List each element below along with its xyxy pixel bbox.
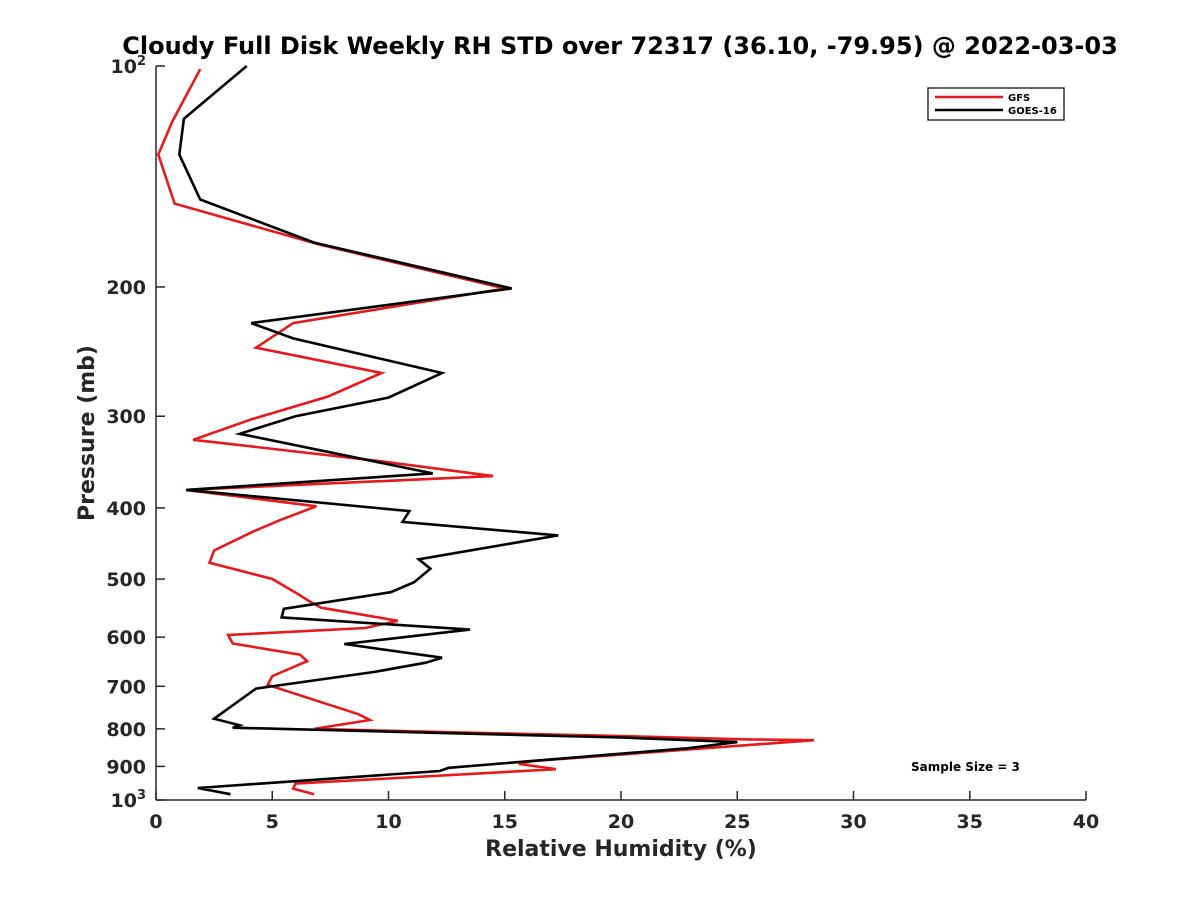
- x-tick-label: 40: [1073, 811, 1099, 833]
- y-tick-label: 800: [106, 719, 146, 741]
- y-tick-base: 10: [111, 790, 137, 812]
- y-tick-base: 10: [111, 56, 137, 78]
- legend-label-gfs: GFS: [1008, 93, 1030, 104]
- x-tick-label: 10: [375, 811, 401, 833]
- x-axis-ticks: 0 5 10 15 20 25 30 35 40: [149, 791, 1099, 833]
- x-tick-label: 5: [266, 811, 279, 833]
- y-axis-label: Pressure (mb): [75, 345, 100, 521]
- x-tick-label: 30: [840, 811, 866, 833]
- series-layer: [156, 65, 815, 796]
- y-tick-label: 400: [106, 498, 146, 520]
- y-tick-label: 103: [111, 788, 147, 812]
- y-tick-label: 500: [106, 569, 146, 591]
- y-tick-exponent: 3: [137, 788, 146, 803]
- x-tick-label: 25: [724, 811, 750, 833]
- y-tick-label: 900: [106, 756, 146, 778]
- x-tick-label: 35: [957, 811, 983, 833]
- y-tick-exponent: 2: [137, 54, 146, 69]
- legend: GFS GOES-16: [927, 87, 1065, 121]
- plot-area: [155, 65, 1086, 801]
- x-tick-label: 0: [149, 811, 162, 833]
- y-tick-label: 200: [106, 277, 146, 299]
- series-line-gfs: [156, 68, 815, 796]
- x-tick-label: 15: [492, 811, 518, 833]
- x-axis-label: Relative Humidity (%): [485, 837, 757, 862]
- y-tick-label: 600: [106, 627, 146, 649]
- series-line-goes16: [177, 65, 738, 796]
- chart-title: Cloudy Full Disk Weekly RH STD over 7231…: [122, 32, 1118, 60]
- legend-box: [927, 87, 1065, 121]
- y-tick-label: 300: [106, 406, 146, 428]
- sample-size-annotation: Sample Size = 3: [911, 760, 1020, 774]
- x-tick-label: 20: [608, 811, 634, 833]
- legend-label-goes16: GOES-16: [1008, 106, 1057, 117]
- y-tick-label: 700: [106, 676, 146, 698]
- y-tick-label: 102: [111, 54, 147, 78]
